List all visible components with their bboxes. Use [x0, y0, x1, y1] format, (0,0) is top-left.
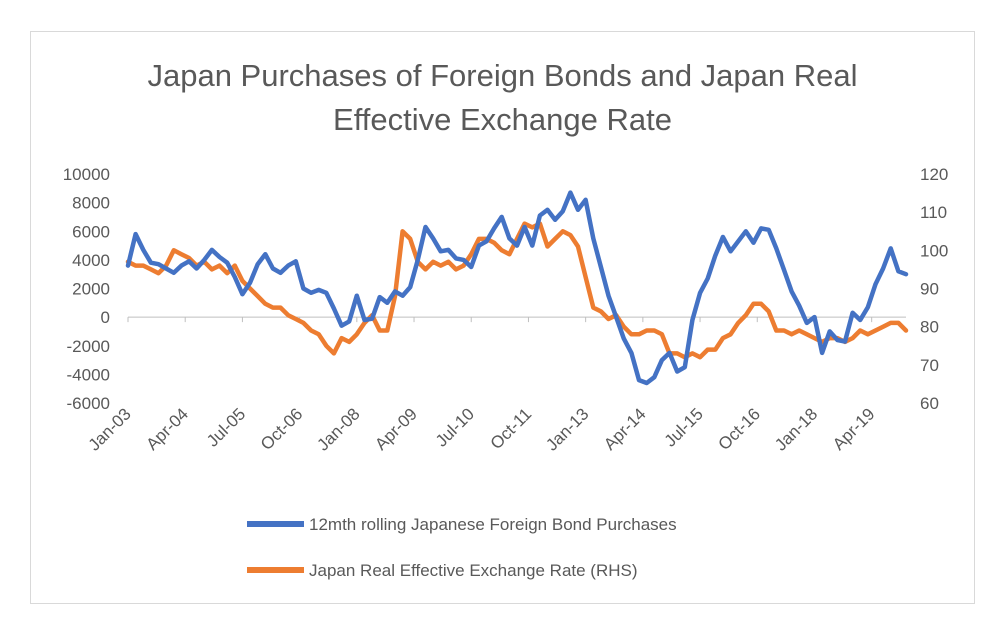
x-tick-label: Oct-11 — [487, 404, 536, 453]
x-tick-label: Jan-18 — [771, 404, 821, 454]
left-tick-label: 6000 — [72, 222, 110, 241]
chart-title: Japan Purchases of Foreign Bonds and Jap… — [30, 54, 975, 142]
x-tick-label: Jul-05 — [203, 404, 249, 450]
right-tick-label: 70 — [920, 356, 939, 375]
series-layer — [125, 190, 909, 386]
left-tick-label: -2000 — [67, 337, 110, 356]
x-axis-ticks: Jan-03 Apr-04 Jul-05 Oct-06 Jan-08 Apr-09 Jul-… — [85, 317, 879, 455]
x-tick-label: Apr-09 — [371, 404, 421, 454]
x-tick-label: Jan-13 — [542, 404, 592, 454]
x-tick-label: Jul-15 — [661, 404, 707, 450]
series-line-exchange-rate — [125, 221, 909, 360]
left-tick-label: 8000 — [72, 194, 110, 213]
legend-label-exchange-rate: Japan Real Effective Exchange Rate (RHS) — [309, 561, 638, 580]
x-tick-label: Oct-06 — [257, 404, 307, 454]
x-tick-label: Jul-10 — [432, 404, 478, 450]
series-line-bond-purchases — [125, 190, 909, 386]
chart-title-line-2: Effective Exchange Rate — [333, 102, 672, 137]
x-tick-label: Apr-14 — [600, 404, 650, 454]
right-tick-label: 90 — [920, 280, 939, 299]
left-axis-ticks: -6000 -4000 -2000 0 2000 4000 6000 8000 10000 — [63, 165, 110, 413]
x-tick-label: Oct-16 — [715, 404, 765, 454]
chart-title-line-1: Japan Purchases of Foreign Bonds and Jap… — [147, 58, 858, 93]
right-tick-label: 100 — [920, 241, 948, 260]
left-tick-label: 10000 — [63, 165, 110, 184]
left-tick-label: 4000 — [72, 251, 110, 270]
x-tick-label: Apr-04 — [143, 404, 193, 454]
right-tick-label: 110 — [920, 203, 947, 222]
right-tick-label: 120 — [920, 165, 948, 184]
x-tick-label: Apr-19 — [829, 404, 879, 454]
x-tick-label: Jan-08 — [313, 404, 363, 454]
left-tick-label: -6000 — [67, 394, 110, 413]
left-tick-label: -4000 — [67, 365, 110, 384]
left-tick-label: 0 — [101, 308, 110, 327]
left-tick-label: 2000 — [72, 280, 110, 299]
right-axis-ticks: 60 70 80 90 100 110 120 — [920, 165, 948, 413]
right-tick-label: 60 — [920, 394, 939, 413]
legend-label-bond-purchases: 12mth rolling Japanese Foreign Bond Purc… — [309, 515, 677, 534]
legend: 12mth rolling Japanese Foreign Bond Purc… — [247, 515, 677, 580]
right-tick-label: 80 — [920, 318, 939, 337]
